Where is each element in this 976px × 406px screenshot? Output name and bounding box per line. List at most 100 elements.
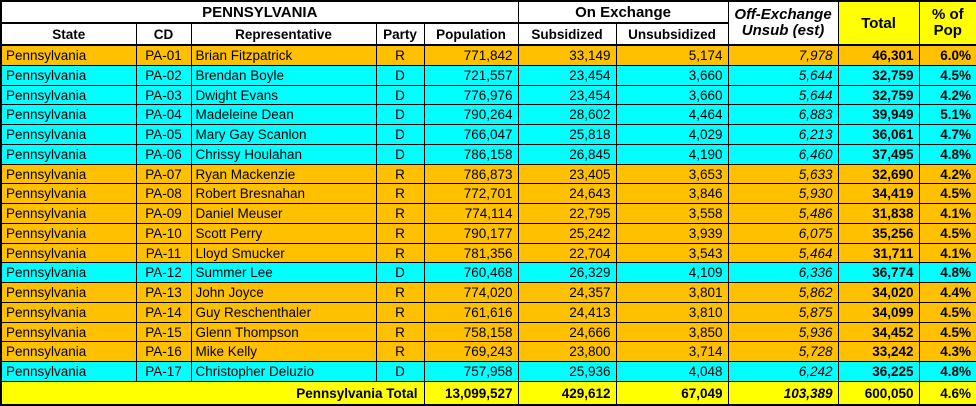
cell-cd: PA-07 bbox=[135, 163, 192, 185]
cell-state: Pennsylvania bbox=[0, 222, 137, 244]
cell-off-exchange: 5,486 bbox=[727, 203, 839, 224]
cell-off-exchange: 6,213 bbox=[727, 124, 839, 145]
table-body: Pennsylvania PA-01 Brian Fitzpatrick R 771,8… bbox=[0, 44, 976, 382]
cell-cd: PA-02 bbox=[135, 64, 192, 86]
cell-total: 34,419 bbox=[837, 183, 920, 205]
cell-party: D bbox=[375, 104, 425, 126]
total-population-cell: 13,099,527 bbox=[423, 381, 519, 406]
district-row: Pennsylvania PA-17 Christopher Deluzio D 757… bbox=[0, 361, 976, 382]
cell-party: R bbox=[375, 163, 425, 185]
cell-cd: PA-13 bbox=[135, 282, 192, 303]
cell-off-exchange: 6,883 bbox=[727, 104, 839, 126]
total-column-header: Total bbox=[837, 0, 920, 46]
cell-pct-pop: 4.2% bbox=[918, 163, 976, 185]
pct-pop-header-line2: Pop bbox=[933, 22, 962, 39]
cell-representative: Daniel Meuser bbox=[190, 203, 377, 224]
cell-cd: PA-10 bbox=[135, 222, 192, 244]
district-row: Pennsylvania PA-04 Madeleine Dean D 790,264 2… bbox=[0, 104, 976, 126]
cell-cd: PA-01 bbox=[135, 44, 192, 66]
cell-state: Pennsylvania bbox=[0, 163, 137, 185]
cell-cd: PA-04 bbox=[135, 104, 192, 126]
cell-total: 37,495 bbox=[837, 143, 920, 165]
cell-unsubsidized: 5,174 bbox=[615, 44, 729, 66]
total-total-cell: 600,050 bbox=[837, 381, 920, 406]
cell-cd: PA-15 bbox=[135, 321, 192, 343]
cell-state: Pennsylvania bbox=[0, 183, 137, 205]
cell-party: D bbox=[375, 124, 425, 145]
cell-population: 776,976 bbox=[423, 84, 519, 106]
cell-state: Pennsylvania bbox=[0, 143, 137, 165]
cell-unsubsidized: 3,660 bbox=[615, 64, 729, 86]
cell-off-exchange: 6,242 bbox=[727, 361, 839, 382]
cell-total: 39,949 bbox=[837, 104, 920, 126]
cell-population: 774,020 bbox=[423, 282, 519, 303]
cell-population: 760,468 bbox=[423, 262, 519, 284]
cell-population: 781,356 bbox=[423, 242, 519, 264]
cell-pct-pop: 4.8% bbox=[918, 262, 976, 284]
cell-state: Pennsylvania bbox=[0, 203, 137, 224]
cell-subsidized: 25,242 bbox=[517, 222, 617, 244]
cell-unsubsidized: 3,558 bbox=[615, 203, 729, 224]
cell-off-exchange: 5,930 bbox=[727, 183, 839, 205]
cell-state: Pennsylvania bbox=[0, 124, 137, 145]
cell-unsubsidized: 3,939 bbox=[615, 222, 729, 244]
cell-state: Pennsylvania bbox=[0, 282, 137, 303]
cell-state: Pennsylvania bbox=[0, 262, 137, 284]
cell-population: 772,701 bbox=[423, 183, 519, 205]
cell-population: 786,158 bbox=[423, 143, 519, 165]
cell-representative: Glenn Thompson bbox=[190, 321, 377, 343]
cell-total: 32,759 bbox=[837, 64, 920, 86]
cell-party: D bbox=[375, 361, 425, 382]
cell-total: 34,452 bbox=[837, 321, 920, 343]
district-row: Pennsylvania PA-03 Dwight Evans D 776,976 23,… bbox=[0, 84, 976, 106]
cell-unsubsidized: 3,653 bbox=[615, 163, 729, 185]
cell-representative: Summer Lee bbox=[190, 262, 377, 284]
column-header-row: State CD Representative Party Population… bbox=[0, 22, 976, 46]
cell-cd: PA-11 bbox=[135, 242, 192, 264]
district-row: Pennsylvania PA-13 John Joyce R 774,020 24,35… bbox=[0, 282, 976, 303]
cell-off-exchange: 5,936 bbox=[727, 321, 839, 343]
cell-unsubsidized: 4,029 bbox=[615, 124, 729, 145]
district-row: Pennsylvania PA-14 Guy Reschenthaler R 761,6… bbox=[0, 301, 976, 323]
cell-pct-pop: 4.7% bbox=[918, 124, 976, 145]
cell-subsidized: 26,845 bbox=[517, 143, 617, 165]
cell-total: 32,759 bbox=[837, 84, 920, 106]
cell-representative: Ryan Mackenzie bbox=[190, 163, 377, 185]
cell-representative: Guy Reschenthaler bbox=[190, 301, 377, 323]
cell-subsidized: 24,357 bbox=[517, 282, 617, 303]
cell-pct-pop: 4.5% bbox=[918, 183, 976, 205]
off-exchange-column-header: Off-Exchange Unsub (est) bbox=[727, 0, 839, 46]
cell-state: Pennsylvania bbox=[0, 84, 137, 106]
cell-off-exchange: 5,633 bbox=[727, 163, 839, 185]
cell-cd: PA-09 bbox=[135, 203, 192, 224]
cell-cd: PA-16 bbox=[135, 341, 192, 363]
representative-column-header: Representative bbox=[190, 22, 377, 46]
cell-subsidized: 25,936 bbox=[517, 361, 617, 382]
cell-state: Pennsylvania bbox=[0, 44, 137, 66]
cell-representative: Brian Fitzpatrick bbox=[190, 44, 377, 66]
cd-column-header: CD bbox=[135, 22, 192, 46]
cell-pct-pop: 6.0% bbox=[918, 44, 976, 66]
pct-pop-header-line1: % of bbox=[931, 6, 964, 23]
cell-party: R bbox=[375, 44, 425, 66]
state-title: PENNSYLVANIA bbox=[0, 0, 519, 24]
cell-pct-pop: 4.3% bbox=[918, 341, 976, 363]
cell-pct-pop: 4.5% bbox=[918, 301, 976, 323]
cell-party: D bbox=[375, 64, 425, 86]
cell-total: 33,242 bbox=[837, 341, 920, 363]
cell-off-exchange: 5,862 bbox=[727, 282, 839, 303]
cell-party: R bbox=[375, 321, 425, 343]
total-unsubsidized-cell: 67,049 bbox=[615, 381, 729, 406]
cell-representative: Brendan Boyle bbox=[190, 64, 377, 86]
cell-pct-pop: 4.8% bbox=[918, 361, 976, 382]
cell-unsubsidized: 4,109 bbox=[615, 262, 729, 284]
cell-cd: PA-17 bbox=[135, 361, 192, 382]
cell-population: 786,873 bbox=[423, 163, 519, 185]
district-row: Pennsylvania PA-05 Mary Gay Scanlon D 766,04… bbox=[0, 124, 976, 145]
cell-population: 758,158 bbox=[423, 321, 519, 343]
cell-pct-pop: 4.1% bbox=[918, 203, 976, 224]
cell-total: 31,711 bbox=[837, 242, 920, 264]
cell-party: R bbox=[375, 183, 425, 205]
cell-representative: Lloyd Smucker bbox=[190, 242, 377, 264]
